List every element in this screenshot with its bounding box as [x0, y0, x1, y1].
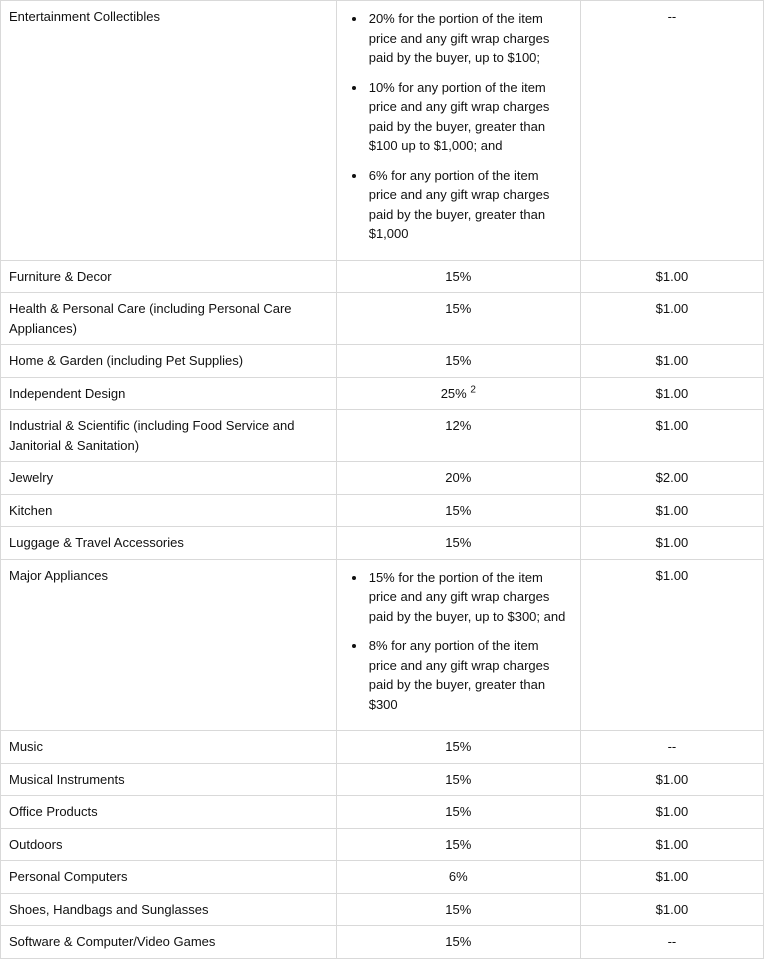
fee-cell: 15% [336, 260, 580, 293]
fee-value: 15% [445, 503, 471, 518]
fee-value: 20% [445, 470, 471, 485]
fee-cell: 15% [336, 494, 580, 527]
minimum-cell: -- [580, 926, 763, 959]
category-cell: Outdoors [1, 828, 337, 861]
fee-cell: 6% [336, 861, 580, 894]
table-row: Furniture & Decor 15% $1.00 [1, 260, 764, 293]
fee-value: 15% [445, 934, 471, 949]
table-row: Luggage & Travel Accessories 15% $1.00 [1, 527, 764, 560]
fee-cell: 15% [336, 293, 580, 345]
minimum-cell: $1.00 [580, 763, 763, 796]
fee-cell: 25% 2 [336, 377, 580, 410]
table-row: Health & Personal Care (including Person… [1, 293, 764, 345]
table-row: Outdoors 15% $1.00 [1, 828, 764, 861]
fee-value: 15% [445, 301, 471, 316]
fee-cell: 12% [336, 410, 580, 462]
fee-cell: 15% [336, 527, 580, 560]
minimum-cell: $1.00 [580, 893, 763, 926]
table-row: Music 15% -- [1, 731, 764, 764]
fee-value: 12% [445, 418, 471, 433]
table-row: Kitchen 15% $1.00 [1, 494, 764, 527]
fee-value: 15% [445, 353, 471, 368]
category-cell: Health & Personal Care (including Person… [1, 293, 337, 345]
fee-cell: 15% [336, 893, 580, 926]
minimum-cell: $1.00 [580, 345, 763, 378]
fee-value: 15% [445, 804, 471, 819]
table-row: Musical Instruments 15% $1.00 [1, 763, 764, 796]
fee-cell: 15% [336, 345, 580, 378]
minimum-cell: $1.00 [580, 828, 763, 861]
fee-value: 6% [449, 869, 468, 884]
category-cell: Music [1, 731, 337, 764]
fee-tier-item: 10% for any portion of the item price an… [367, 78, 568, 156]
fee-cell: 15% for the portion of the item price an… [336, 559, 580, 731]
minimum-cell: $1.00 [580, 559, 763, 731]
category-cell: Office Products [1, 796, 337, 829]
minimum-cell: $1.00 [580, 293, 763, 345]
category-cell: Shoes, Handbags and Sunglasses [1, 893, 337, 926]
fee-footnote: 2 [470, 384, 476, 395]
fee-value: 15% [445, 269, 471, 284]
fee-cell: 15% [336, 763, 580, 796]
table-row: Office Products 15% $1.00 [1, 796, 764, 829]
minimum-cell: $1.00 [580, 410, 763, 462]
fee-cell: 15% [336, 731, 580, 764]
category-cell: Personal Computers [1, 861, 337, 894]
fee-tier-item: 15% for the portion of the item price an… [367, 568, 568, 627]
minimum-cell: $1.00 [580, 377, 763, 410]
fee-cell: 15% [336, 926, 580, 959]
minimum-cell: -- [580, 731, 763, 764]
fee-cell: 15% [336, 796, 580, 829]
table-row: Entertainment Collectibles 20% for the po… [1, 1, 764, 261]
category-cell: Kitchen [1, 494, 337, 527]
minimum-cell: $1.00 [580, 260, 763, 293]
fee-value: 25% [441, 386, 467, 401]
category-cell: Entertainment Collectibles [1, 1, 337, 261]
category-cell: Software & Computer/Video Games [1, 926, 337, 959]
category-cell: Major Appliances [1, 559, 337, 731]
fee-value: 15% [445, 902, 471, 917]
fee-cell: 20% for the portion of the item price an… [336, 1, 580, 261]
category-cell: Furniture & Decor [1, 260, 337, 293]
fee-cell: 15% [336, 828, 580, 861]
fee-tier-list: 20% for the portion of the item price an… [345, 9, 572, 244]
fee-tier-item: 20% for the portion of the item price an… [367, 9, 568, 68]
table-row: Personal Computers 6% $1.00 [1, 861, 764, 894]
table-row: Software & Computer/Video Games 15% -- [1, 926, 764, 959]
minimum-cell: $1.00 [580, 796, 763, 829]
category-cell: Home & Garden (including Pet Supplies) [1, 345, 337, 378]
category-cell: Jewelry [1, 462, 337, 495]
table-row: Independent Design25% 2$1.00 [1, 377, 764, 410]
fee-value: 15% [445, 535, 471, 550]
fee-tier-item: 6% for any portion of the item price and… [367, 166, 568, 244]
category-cell: Industrial & Scientific (including Food … [1, 410, 337, 462]
category-cell: Musical Instruments [1, 763, 337, 796]
table-row: Industrial & Scientific (including Food … [1, 410, 764, 462]
category-cell: Luggage & Travel Accessories [1, 527, 337, 560]
minimum-cell: -- [580, 1, 763, 261]
fee-tier-item: 8% for any portion of the item price and… [367, 636, 568, 714]
minimum-cell: $1.00 [580, 527, 763, 560]
minimum-cell: $1.00 [580, 494, 763, 527]
fee-cell: 20% [336, 462, 580, 495]
minimum-cell: $1.00 [580, 861, 763, 894]
fee-value: 15% [445, 739, 471, 754]
fee-table: Entertainment Collectibles 20% for the po… [0, 0, 764, 959]
fee-value: 15% [445, 772, 471, 787]
table-row: Home & Garden (including Pet Supplies) 15… [1, 345, 764, 378]
fee-value: 15% [445, 837, 471, 852]
table-row: Jewelry 20% $2.00 [1, 462, 764, 495]
table-row: Major Appliances 15% for the portion of t… [1, 559, 764, 731]
table-row: Shoes, Handbags and Sunglasses 15% $1.00 [1, 893, 764, 926]
fee-tier-list: 15% for the portion of the item price an… [345, 568, 572, 715]
fee-table-body: Entertainment Collectibles 20% for the po… [1, 1, 764, 959]
minimum-cell: $2.00 [580, 462, 763, 495]
category-cell: Independent Design [1, 377, 337, 410]
